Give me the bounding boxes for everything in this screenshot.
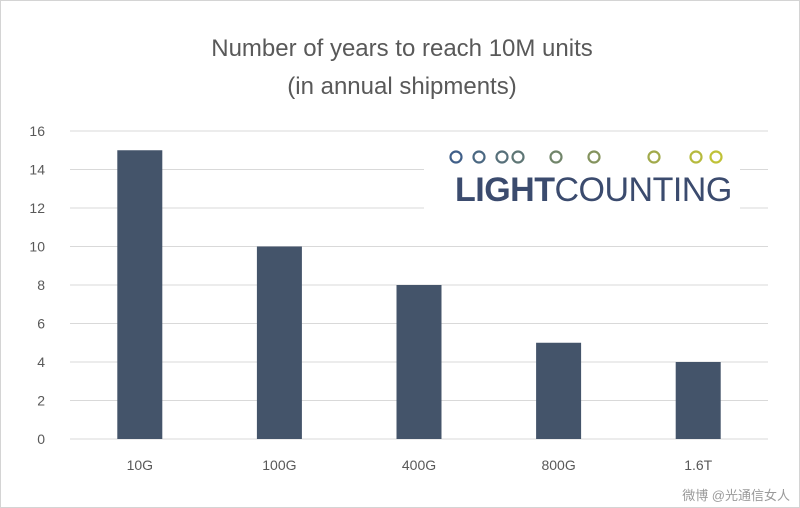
chart-title-line1: Number of years to reach 10M units (211, 35, 593, 62)
y-tick-label: 4 (37, 354, 45, 370)
y-tick-label: 8 (37, 277, 45, 293)
lightcounting-logo: LIGHTCOUNTING (424, 140, 740, 214)
x-tick-label: 10G (127, 457, 153, 473)
bar-10g (117, 150, 163, 439)
chart-title-line2: (in annual shipments) (287, 73, 516, 100)
bar-400g (396, 285, 442, 439)
logo-text: LIGHTCOUNTING (455, 171, 732, 209)
y-tick-label: 14 (29, 162, 45, 178)
bar-1-6t (675, 362, 721, 439)
x-tick-label: 800G (541, 457, 575, 473)
logo-circle (689, 150, 703, 164)
logo-circle (511, 150, 525, 164)
logo-circle (449, 150, 463, 164)
logo-circle (587, 150, 601, 164)
y-tick-label: 0 (37, 431, 45, 447)
y-tick-label: 16 (29, 123, 45, 139)
y-tick-label: 2 (37, 393, 45, 409)
logo-circle (647, 150, 661, 164)
y-axis-ticks: 0 2 4 6 8 10 12 14 16 (29, 123, 45, 447)
watermark-text: 微博 @光通信女人 (682, 488, 790, 503)
logo-circle (495, 150, 509, 164)
logo-circle (709, 150, 723, 164)
bar-800g (536, 342, 582, 439)
y-tick-label: 12 (29, 200, 45, 216)
bar-100g (256, 246, 302, 439)
bars (117, 150, 721, 439)
logo-circle (472, 150, 486, 164)
x-tick-label: 1.6T (684, 457, 712, 473)
logo-circles (449, 150, 723, 164)
logo-text-regular: COUNTING (554, 171, 731, 209)
y-tick-label: 6 (37, 316, 45, 332)
x-tick-label: 100G (262, 457, 296, 473)
logo-circle (549, 150, 563, 164)
y-tick-label: 10 (29, 239, 45, 255)
x-tick-label: 400G (402, 457, 436, 473)
x-axis-ticks: 10G 100G 400G 800G 1.6T (127, 457, 713, 473)
logo-text-bold: LIGHT (455, 171, 555, 209)
